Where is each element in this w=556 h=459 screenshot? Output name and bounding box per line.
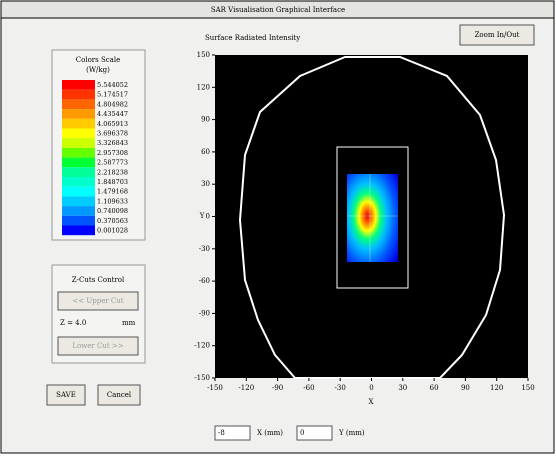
scale-swatch	[62, 118, 95, 129]
x-tick-label: 60	[430, 384, 439, 392]
x-tick-label: -90	[272, 384, 283, 392]
y-input-label: Y (mm)	[338, 429, 365, 437]
x-tick-label: -30	[335, 384, 346, 392]
window-title: SAR Visualisation Graphical Interface	[211, 6, 345, 14]
sar-heatmap	[347, 174, 398, 262]
scale-swatch	[62, 215, 95, 226]
x-input-value: -8	[218, 429, 225, 437]
x-axis-label: X	[369, 398, 374, 406]
scale-swatch	[62, 225, 95, 236]
head-contour	[238, 56, 506, 379]
save-button[interactable]	[46, 384, 86, 406]
upper-cut-button[interactable]	[57, 291, 139, 311]
x-tick-label: -150	[207, 384, 223, 392]
y-input[interactable]	[296, 425, 333, 441]
y-tick-label: 60	[201, 148, 210, 156]
y-tick-label: 120	[197, 83, 210, 91]
zoom-label: Zoom In/Out	[475, 31, 520, 39]
scale-swatch	[62, 196, 95, 207]
y-tick-label: 30	[201, 180, 210, 188]
title-bar	[0, 0, 555, 19]
y-input-value: 0	[300, 429, 304, 437]
scale-swatch	[62, 138, 95, 148]
scale-level: 0.370563	[97, 217, 128, 225]
scale-unit: (W/kg)	[86, 66, 110, 74]
scale-level: 1.479168	[97, 188, 128, 196]
y-tick-label: 90	[201, 116, 210, 124]
plot-title: Surface Radiated Intensity	[205, 34, 300, 42]
scale-level: 3.326843	[97, 139, 128, 147]
x-tick-label: 90	[461, 384, 470, 392]
scale-swatch	[62, 157, 95, 168]
scale-level: 4.435447	[97, 110, 128, 118]
y-tick-label: 0	[206, 213, 210, 221]
zoom-button[interactable]	[459, 24, 535, 46]
scale-level: 5.544052	[97, 81, 128, 89]
zcuts-title: Z-Cuts Control	[72, 276, 125, 284]
scale-level: 2.218238	[97, 168, 128, 176]
y-tick-label: -30	[199, 245, 210, 253]
x-input[interactable]	[214, 425, 251, 441]
y-tick-label: -120	[194, 342, 210, 350]
scale-level: 4.804982	[97, 100, 128, 108]
scale-swatch	[62, 177, 95, 187]
scale-title: Colors Scale	[76, 56, 120, 64]
x-tick-label: 0	[369, 384, 373, 392]
x-input-label: X (mm)	[257, 429, 283, 437]
scale-level: 5.174517	[97, 91, 128, 99]
x-tick-label: 30	[398, 384, 407, 392]
upper-cut-label: << Upper Cut	[72, 297, 123, 305]
save-label: SAVE	[56, 391, 76, 399]
phone-outline	[336, 146, 409, 289]
y-axis-label: Y	[199, 212, 205, 220]
x-tick-label: -120	[238, 384, 254, 392]
scale-swatch	[62, 186, 95, 197]
scale-swatch	[62, 99, 95, 110]
y-tick-label: -60	[199, 277, 210, 285]
scale-swatch	[62, 206, 95, 216]
scale-level: 0.001028	[97, 227, 128, 235]
lower-cut-button[interactable]	[57, 336, 139, 356]
scale-level: 2.587773	[97, 159, 128, 167]
scale-swatch	[62, 109, 95, 119]
scale-swatch	[62, 128, 95, 139]
scale-swatch	[62, 167, 95, 177]
lower-cut-label: Lower Cut >>	[72, 342, 123, 350]
scale-level: 2.957308	[97, 149, 128, 157]
cancel-button[interactable]	[97, 384, 141, 406]
x-tick-label: -60	[303, 384, 314, 392]
y-tick-label: -150	[194, 374, 210, 382]
z-unit: mm	[122, 319, 136, 327]
z-label: Z = 4.0	[60, 319, 86, 327]
x-tick-label: 120	[490, 384, 503, 392]
scale-level: 4.065913	[97, 120, 128, 128]
y-tick-label: -90	[199, 309, 210, 317]
scale-level: 3.696378	[97, 130, 128, 138]
scale-swatch	[62, 147, 95, 158]
scale-swatch	[62, 80, 95, 90]
cancel-label: Cancel	[107, 391, 132, 399]
scale-level: 1.848703	[97, 178, 128, 186]
scale-swatch	[62, 89, 95, 100]
scale-level: 0.740098	[97, 207, 128, 215]
scale-level: 1.109633	[97, 197, 128, 205]
x-tick-label: 150	[521, 384, 534, 392]
y-tick-label: 150	[197, 51, 210, 59]
